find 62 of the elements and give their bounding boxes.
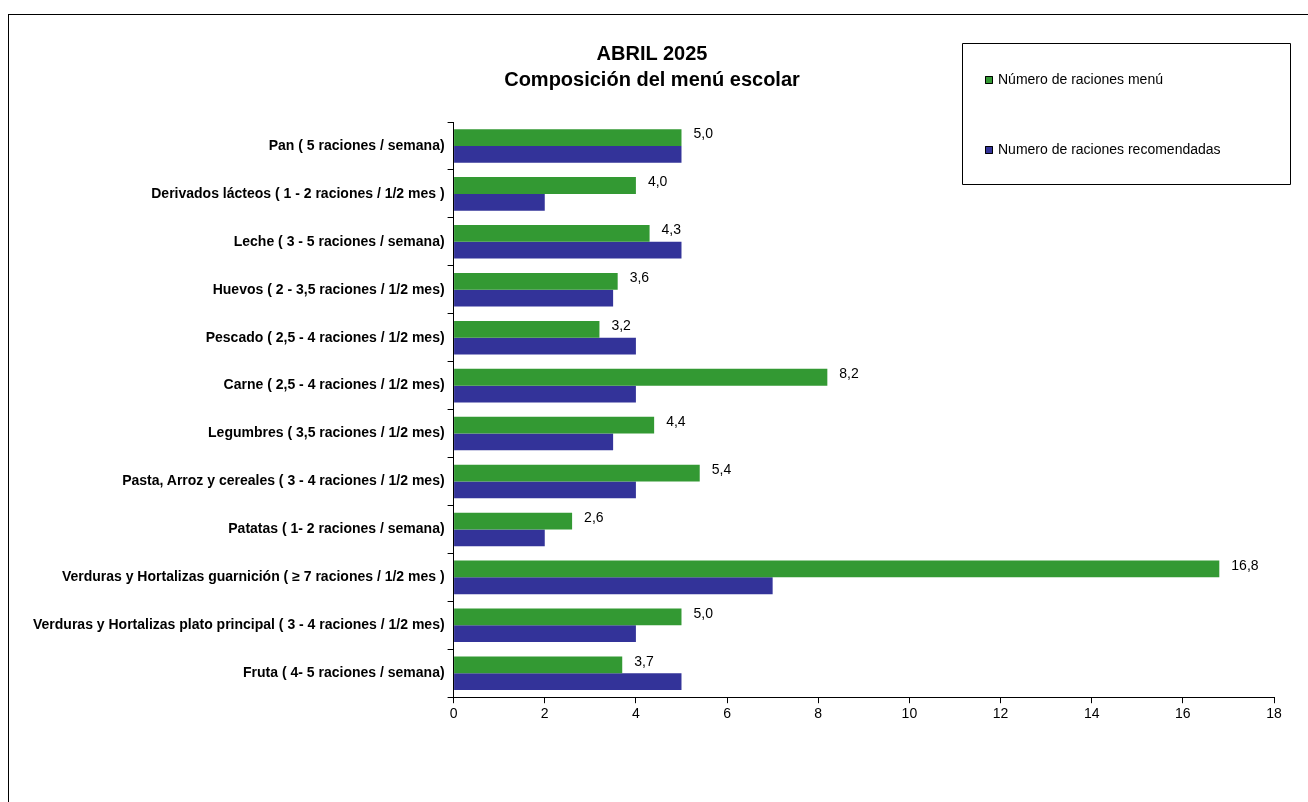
- chart-title: ABRIL 2025: [596, 41, 708, 64]
- y-tick-label: Patatas ( 1- 2 raciones / semana): [228, 520, 445, 537]
- y-tick-label: Pescado ( 2,5 - 4 raciones / 1/2 mes): [205, 328, 445, 345]
- bar: [454, 272, 618, 290]
- y-tick-label: Fruta ( 4- 5 raciones / semana): [243, 664, 445, 681]
- bar: [454, 481, 636, 499]
- bar: [454, 464, 700, 482]
- data-label: 4,0: [647, 173, 668, 190]
- y-tick-label: Derivados lácteos ( 1 - 2 raciones / 1/2 mes ): [151, 184, 445, 201]
- data-label: 3,2: [611, 317, 632, 334]
- x-tick-label: 14: [1083, 705, 1100, 722]
- bar: [454, 177, 636, 194]
- y-tick-label: Huevos ( 2 - 3,5 raciones / 1/2 mes): [212, 280, 445, 297]
- x-tick-label: 2: [540, 705, 549, 722]
- bar: [454, 289, 614, 307]
- x-tick-label: 16: [1175, 705, 1191, 722]
- x-tick-label: 8: [814, 705, 823, 722]
- bar: [454, 129, 682, 146]
- data-label: 5,0: [693, 604, 714, 621]
- data-label: 2,6: [584, 508, 604, 525]
- x-tick-label: 4: [632, 705, 641, 722]
- bar: [454, 608, 682, 626]
- x-tick-label: 10: [901, 705, 918, 722]
- y-tick-label: Legumbres ( 3,5 raciones / 1/2 mes): [208, 424, 445, 441]
- bar: [454, 577, 773, 595]
- bar: [454, 560, 1220, 578]
- x-tick-label: 0: [449, 705, 458, 722]
- data-label: 3,7: [634, 652, 654, 669]
- data-label: 5,4: [711, 460, 732, 477]
- y-tick-label: Pasta, Arroz y cereales ( 3 - 4 raciones / 1/2 mes): [122, 472, 445, 489]
- x-tick-label: 18: [1266, 705, 1282, 722]
- bar: [454, 193, 545, 211]
- bar: [454, 433, 614, 451]
- y-tick-label: Carne ( 2,5 - 4 raciones / 1/2 mes): [223, 376, 445, 393]
- data-label: 4,3: [661, 221, 682, 238]
- bar: [454, 225, 650, 242]
- y-tick-label: Pan ( 5 raciones / semana): [268, 136, 445, 153]
- bar: [454, 337, 636, 355]
- bar: [454, 625, 636, 643]
- data-label: 3,6: [629, 269, 650, 286]
- bar: [454, 241, 682, 259]
- bar: [454, 529, 545, 547]
- data-label: 8,2: [839, 365, 860, 382]
- x-tick-label: 6: [723, 705, 732, 722]
- bar: [454, 385, 636, 403]
- bar: [454, 320, 600, 338]
- y-tick-label: Verduras y Hortalizas plato principal ( 3 - 4 raciones / 1/2 mes): [32, 616, 445, 633]
- data-label: 16,8: [1231, 556, 1259, 573]
- legend-label: Número de raciones menú: [998, 70, 1163, 87]
- bar: [454, 368, 828, 386]
- legend-label: Numero de raciones recomendadas: [998, 140, 1221, 157]
- data-label: 4,4: [666, 413, 686, 430]
- bar: [454, 145, 682, 163]
- y-tick-label: Leche ( 3 - 5 raciones / semana): [233, 232, 445, 249]
- bar: [454, 512, 573, 530]
- x-tick-label: 12: [992, 705, 1009, 722]
- y-tick-label: Verduras y Hortalizas guarnición ( ≥ 7 raciones / 1/2 mes ): [61, 568, 445, 585]
- chart-subtitle: Composición del menú escolar: [504, 67, 801, 90]
- bar: [454, 416, 655, 434]
- data-label: 5,0: [693, 125, 714, 142]
- bar: [454, 673, 682, 691]
- bar: [454, 656, 623, 674]
